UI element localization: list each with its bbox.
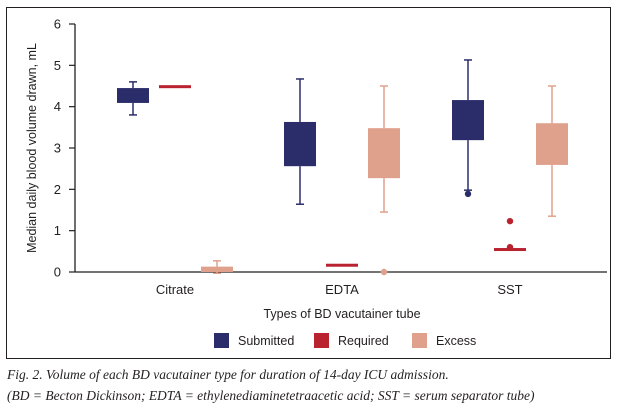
figure-caption-title: Fig. 2. Volume of each BD vacutainer typ… [7, 367, 449, 382]
box-iqr [284, 121, 316, 167]
legend-swatch-submitted [214, 333, 229, 348]
box-iqr [368, 128, 400, 179]
box-excess-edta [368, 85, 400, 276]
box-plot-chart: 0 1 2 3 4 5 6 Citrate EDTA SST Median daily blood… [25, 17, 607, 348]
y-tick-label: 4 [54, 99, 61, 114]
y-tick-label: 6 [54, 17, 61, 32]
box-required-sst [494, 217, 526, 252]
box-submitted-edta [284, 78, 316, 205]
y-tick-label: 2 [54, 182, 61, 197]
outlier-point [380, 268, 388, 276]
box-submitted-citrate [117, 81, 149, 116]
box-iqr [326, 263, 358, 267]
box-iqr [159, 85, 191, 89]
x-tick-label: SST [497, 282, 522, 297]
y-axis-label: Median daily blood volume drawn, mL [25, 43, 39, 253]
outlier-point [464, 190, 472, 198]
y-tick-label: 3 [54, 141, 61, 156]
box-submitted-sst [452, 59, 484, 198]
figure-frame [6, 7, 611, 359]
legend-label-submitted: Submitted [238, 334, 294, 348]
legend-label-excess: Excess [436, 334, 476, 348]
legend-swatch-required [314, 333, 329, 348]
box-excess-sst [536, 85, 568, 217]
y-tick-label: 0 [54, 265, 61, 280]
y-tick-label: 1 [54, 223, 61, 238]
legend-swatch-excess [412, 333, 427, 348]
x-tick-label: EDTA [325, 282, 359, 297]
box-required-edta [326, 263, 358, 267]
box-iqr [536, 123, 568, 165]
box-iqr [452, 100, 484, 141]
outlier-point [506, 244, 514, 251]
box-required-citrate [159, 85, 191, 89]
y-tick-label: 5 [54, 58, 61, 73]
box-excess-citrate [201, 260, 233, 274]
box-iqr [117, 88, 149, 103]
figure-caption-abbreviations: (BD = Becton Dickinson; EDTA = ethylened… [7, 388, 535, 403]
legend-label-required: Required [338, 334, 389, 348]
x-tick-label: Citrate [156, 282, 194, 297]
outlier-point [506, 217, 514, 225]
x-axis-label: Types of BD vacutainer tube [263, 307, 420, 321]
box-iqr [201, 266, 233, 272]
